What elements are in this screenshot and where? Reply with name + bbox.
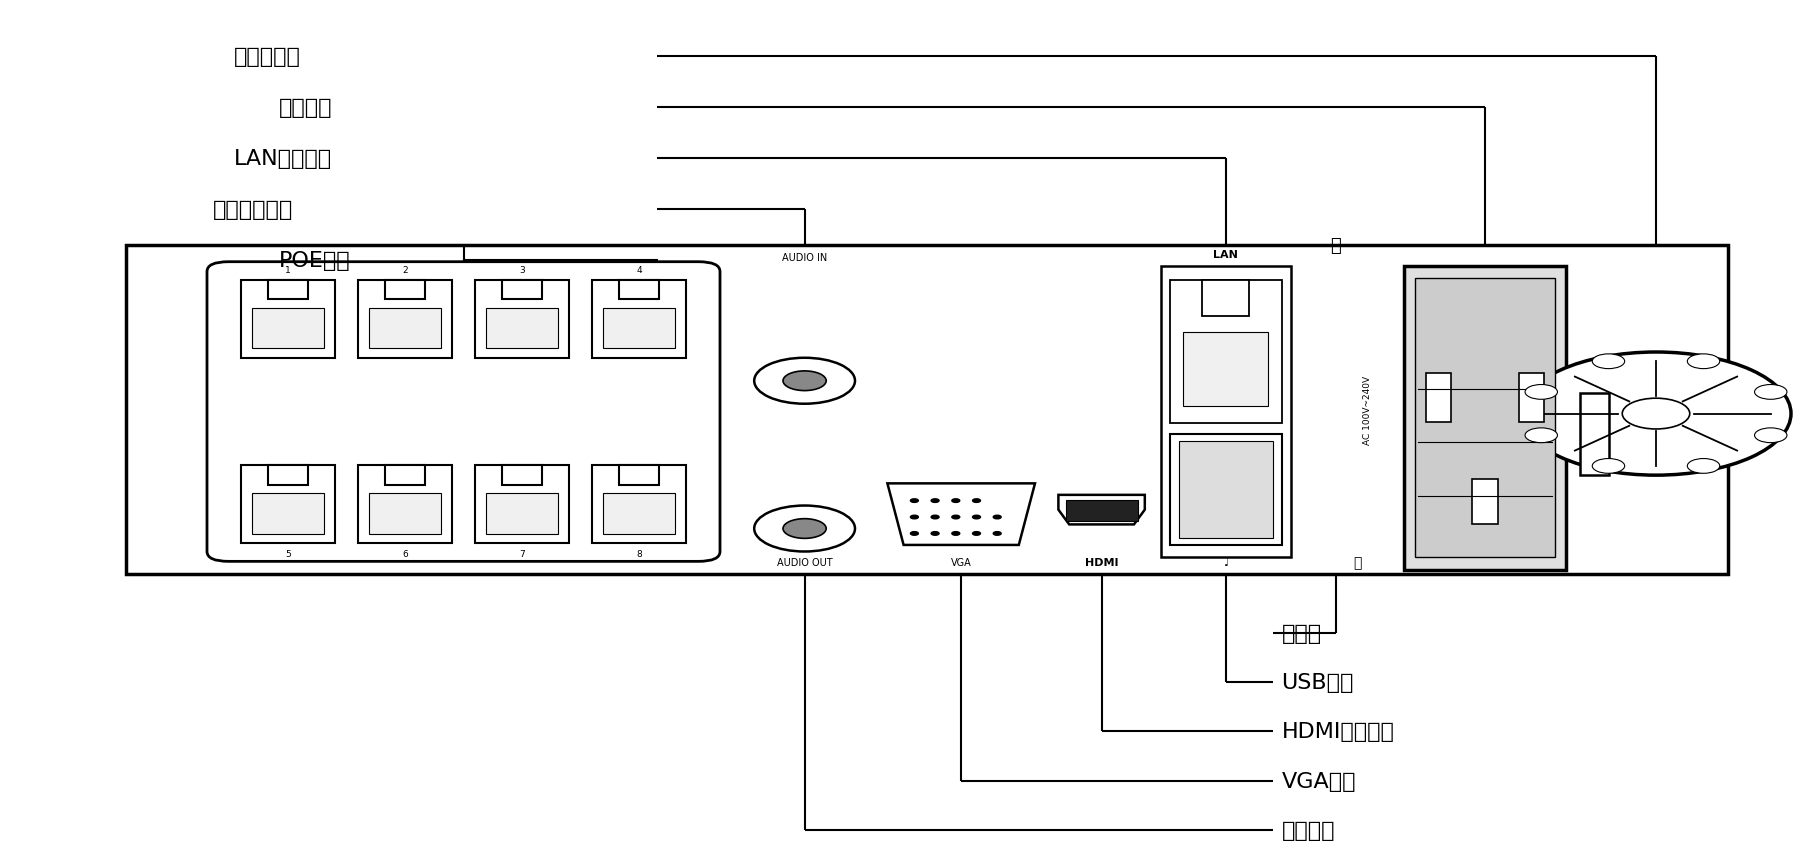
Text: AC 100V~240V: AC 100V~240V [1364, 375, 1372, 444]
Bar [358, 466, 452, 543]
Bar [369, 308, 441, 349]
Circle shape [1622, 399, 1690, 430]
Circle shape [972, 499, 981, 503]
Text: 接地端: 接地端 [1282, 623, 1321, 643]
Circle shape [994, 516, 1001, 519]
Circle shape [994, 532, 1001, 536]
Circle shape [1593, 459, 1625, 474]
Circle shape [972, 516, 981, 519]
Text: 8: 8 [635, 549, 643, 559]
Circle shape [952, 516, 959, 519]
Text: USB接口: USB接口 [1282, 672, 1354, 692]
Bar [252, 308, 324, 349]
Bar [1202, 281, 1249, 317]
Circle shape [1687, 355, 1719, 369]
Bar [241, 466, 335, 543]
Bar [1426, 373, 1451, 422]
Bar [268, 281, 308, 300]
Circle shape [1521, 353, 1791, 475]
Circle shape [911, 516, 918, 519]
Text: 2: 2 [401, 266, 409, 275]
Bar [1170, 435, 1282, 545]
Text: 7: 7 [518, 549, 526, 559]
Circle shape [911, 499, 918, 503]
Bar [486, 308, 558, 349]
Bar [385, 466, 425, 486]
Bar [486, 494, 558, 535]
Bar [1183, 332, 1269, 406]
Bar [1161, 267, 1291, 558]
Bar [1580, 393, 1609, 475]
Circle shape [1525, 429, 1557, 443]
Bar [603, 308, 675, 349]
Polygon shape [1058, 495, 1145, 525]
Text: ♩: ♩ [1224, 557, 1228, 567]
Bar [502, 281, 542, 300]
Bar [1519, 373, 1544, 422]
Text: LAN: LAN [1213, 250, 1238, 260]
Circle shape [1687, 459, 1719, 474]
Text: ⏚: ⏚ [1330, 237, 1341, 255]
Circle shape [1525, 385, 1557, 400]
Circle shape [911, 532, 918, 536]
Bar [475, 281, 569, 358]
Text: 5: 5 [284, 549, 292, 559]
Circle shape [931, 532, 940, 536]
Circle shape [783, 519, 826, 539]
Text: 语音对讲输入: 语音对讲输入 [212, 200, 293, 220]
Bar [603, 494, 675, 535]
Circle shape [931, 516, 940, 519]
Bar [1415, 279, 1555, 558]
Bar [1472, 480, 1498, 525]
Text: VGA: VGA [950, 557, 972, 567]
Polygon shape [887, 484, 1035, 545]
Text: POE网口: POE网口 [279, 251, 351, 270]
Bar [385, 281, 425, 300]
Text: HDMI高清接口: HDMI高清接口 [1282, 722, 1395, 741]
Circle shape [754, 506, 855, 552]
Bar [1404, 267, 1566, 570]
Bar [1170, 281, 1282, 424]
Bar [1066, 500, 1138, 522]
Bar [369, 494, 441, 535]
Bar [252, 494, 324, 535]
Bar [475, 466, 569, 543]
Circle shape [972, 532, 981, 536]
Bar [358, 281, 452, 358]
Bar [502, 466, 542, 486]
Text: 音频输出: 音频输出 [1282, 820, 1336, 839]
Text: 6: 6 [401, 549, 409, 559]
Text: 电源输入: 电源输入 [279, 98, 333, 118]
Bar [619, 466, 659, 486]
Circle shape [783, 371, 826, 391]
Text: 1: 1 [284, 266, 292, 275]
Text: 4: 4 [635, 266, 643, 275]
Text: ⏚: ⏚ [1354, 556, 1361, 570]
Circle shape [1755, 429, 1787, 443]
FancyBboxPatch shape [207, 263, 720, 561]
Text: 3: 3 [518, 266, 526, 275]
Bar [268, 466, 308, 486]
Circle shape [754, 358, 855, 405]
Circle shape [952, 499, 959, 503]
Circle shape [931, 499, 940, 503]
Bar [241, 281, 335, 358]
Bar [619, 281, 659, 300]
Bar [592, 466, 686, 543]
Text: AUDIO OUT: AUDIO OUT [778, 557, 832, 567]
Text: VGA接口: VGA接口 [1282, 771, 1355, 790]
Text: AUDIO IN: AUDIO IN [781, 252, 828, 263]
Text: HDMI: HDMI [1085, 557, 1118, 567]
Circle shape [1593, 355, 1625, 369]
Bar [126, 246, 1728, 574]
Bar [592, 281, 686, 358]
Text: LAN以太网口: LAN以太网口 [234, 149, 333, 169]
Circle shape [1755, 385, 1787, 400]
Bar [1179, 441, 1273, 539]
Circle shape [952, 532, 959, 536]
Text: 电源开关键: 电源开关键 [234, 47, 301, 67]
